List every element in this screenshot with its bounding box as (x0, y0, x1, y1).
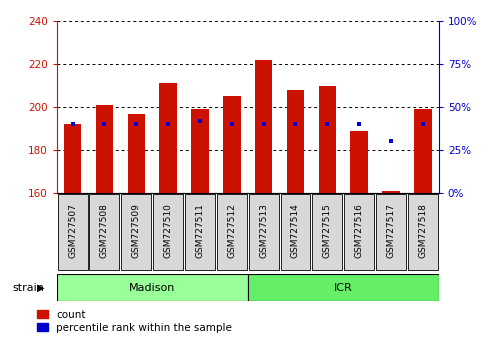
Bar (191, 109, 209, 193)
Bar (96, 105, 113, 193)
Text: Madison: Madison (129, 282, 176, 293)
Text: GSM727515: GSM727515 (323, 203, 332, 258)
Legend: count, percentile rank within the sample: count, percentile rank within the sample (37, 310, 232, 333)
Bar (318, 86, 336, 193)
Point (228, 121, 236, 127)
FancyBboxPatch shape (408, 194, 438, 270)
FancyBboxPatch shape (247, 274, 439, 301)
Text: GSM727513: GSM727513 (259, 203, 268, 258)
Bar (159, 84, 177, 193)
Text: GSM727511: GSM727511 (195, 203, 205, 258)
Text: GSM727509: GSM727509 (132, 203, 141, 258)
Bar (287, 90, 304, 193)
Bar (223, 96, 241, 193)
Point (291, 121, 299, 127)
Point (260, 121, 268, 127)
FancyBboxPatch shape (153, 194, 183, 270)
FancyBboxPatch shape (217, 194, 247, 270)
Text: GSM727516: GSM727516 (354, 203, 364, 258)
FancyBboxPatch shape (58, 194, 88, 270)
Bar (64, 124, 81, 193)
Text: GSM727514: GSM727514 (291, 203, 300, 258)
Point (101, 121, 108, 127)
Bar (351, 131, 368, 193)
FancyBboxPatch shape (376, 194, 406, 270)
FancyBboxPatch shape (57, 274, 247, 301)
Text: GSM727518: GSM727518 (419, 203, 427, 258)
Point (132, 121, 140, 127)
Point (69, 121, 76, 127)
Text: ICR: ICR (334, 282, 352, 293)
Point (355, 121, 363, 127)
FancyBboxPatch shape (185, 194, 215, 270)
Point (419, 121, 427, 127)
Bar (382, 191, 400, 193)
Bar (255, 60, 273, 193)
Point (164, 121, 172, 127)
Bar (128, 114, 145, 193)
Text: GSM727510: GSM727510 (164, 203, 173, 258)
Point (196, 118, 204, 124)
Text: GSM727512: GSM727512 (227, 203, 236, 258)
Text: ▶: ▶ (37, 282, 44, 293)
FancyBboxPatch shape (281, 194, 311, 270)
FancyBboxPatch shape (344, 194, 374, 270)
FancyBboxPatch shape (90, 194, 119, 270)
Text: GSM727517: GSM727517 (387, 203, 395, 258)
Point (387, 138, 395, 144)
Text: strain: strain (12, 282, 44, 293)
FancyBboxPatch shape (313, 194, 342, 270)
Text: GSM727507: GSM727507 (68, 203, 77, 258)
Bar (414, 109, 431, 193)
Point (323, 121, 331, 127)
Text: GSM727508: GSM727508 (100, 203, 109, 258)
FancyBboxPatch shape (121, 194, 151, 270)
FancyBboxPatch shape (248, 194, 279, 270)
